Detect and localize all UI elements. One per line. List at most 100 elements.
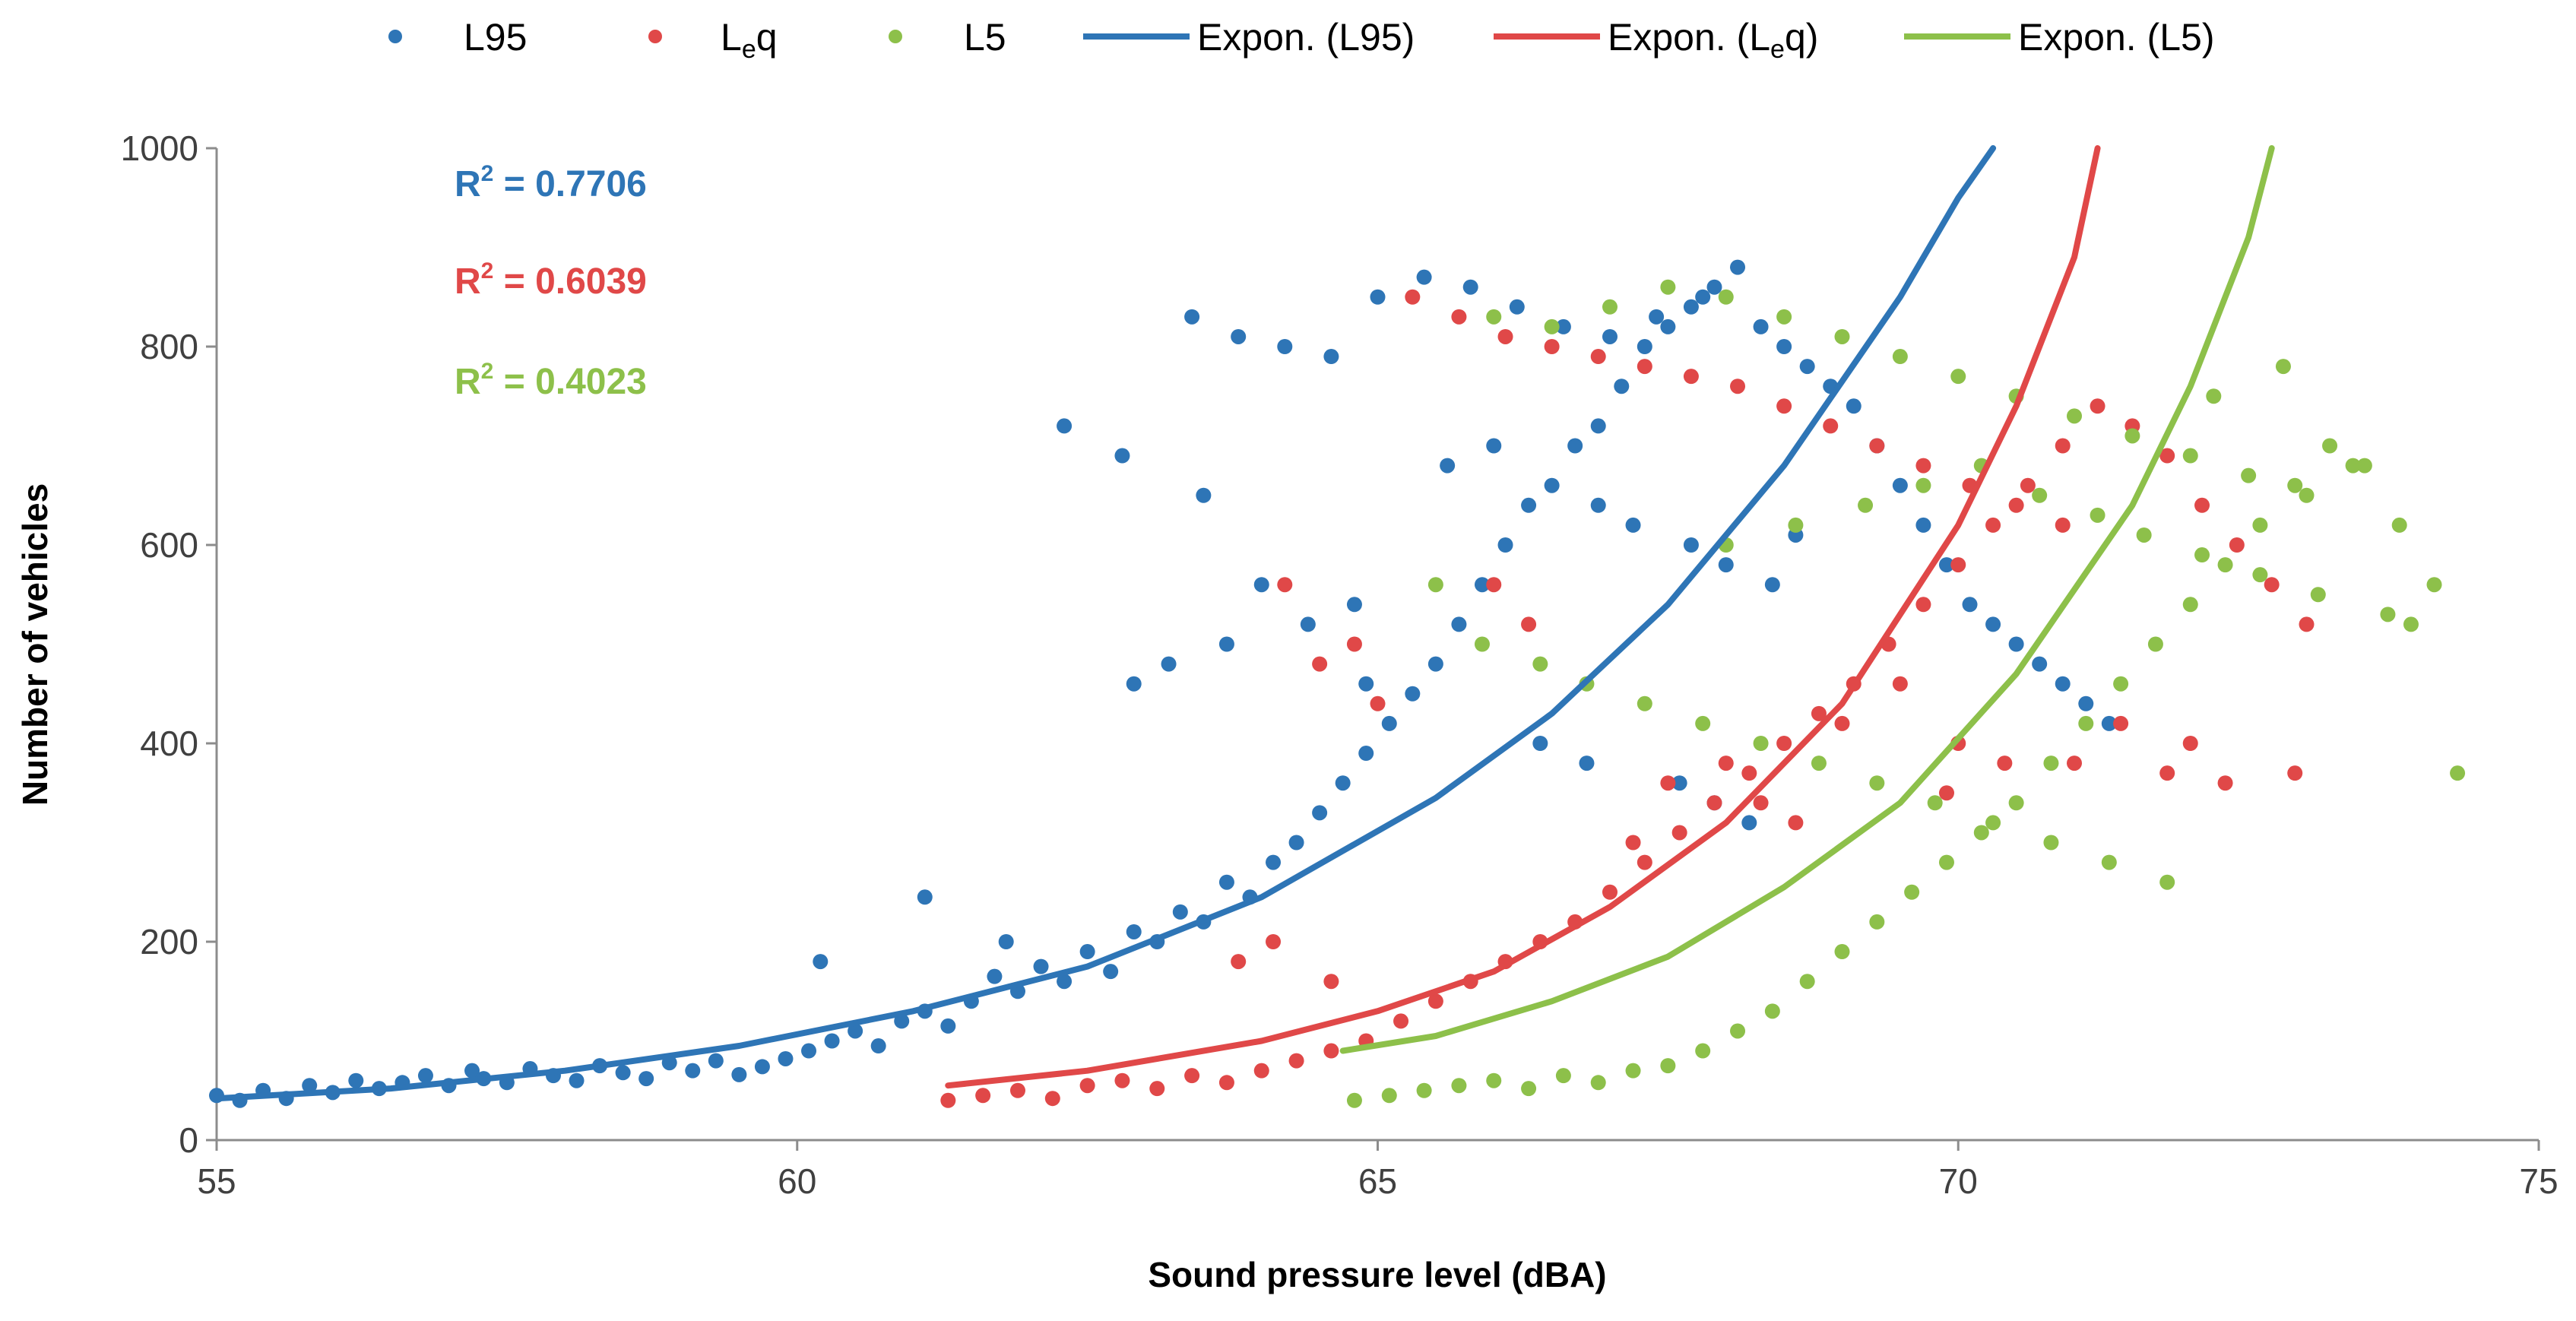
point-l95: [2008, 636, 2024, 652]
data-points: [209, 259, 2466, 1108]
point-l5: [1973, 825, 1989, 841]
point-leq: [2287, 765, 2303, 781]
point-l95: [1126, 923, 1142, 939]
point-l95: [2055, 676, 2071, 692]
point-l95: [1683, 537, 1699, 553]
point-leq: [975, 1088, 991, 1104]
point-l5: [1834, 944, 1850, 960]
point-l5: [1474, 636, 1490, 652]
x-tick-label: 60: [778, 1161, 816, 1201]
point-l95: [1462, 279, 1478, 295]
trendline-expon-l5: [1339, 145, 2275, 1054]
point-leq: [1544, 339, 1560, 354]
point-leq: [1776, 736, 1792, 751]
point-l5: [2124, 428, 2140, 444]
y-ticks: 0 200 400 600 800 1000: [121, 128, 217, 1160]
point-l5: [2356, 458, 2372, 474]
r2-leq-value: = 0.6039: [493, 261, 647, 302]
point-l95: [1370, 289, 1386, 305]
point-l95: [1590, 497, 1606, 513]
point-leq: [1590, 349, 1606, 365]
point-leq: [1637, 854, 1652, 870]
point-leq: [1834, 715, 1850, 731]
point-l95: [1846, 398, 1862, 414]
point-l5: [1799, 974, 1815, 990]
point-l95: [1335, 775, 1351, 791]
point-l95: [1695, 289, 1711, 305]
point-l95: [1277, 339, 1293, 354]
point-l95: [1753, 318, 1769, 334]
point-leq: [1892, 676, 1908, 692]
axes: 0 200 400 600 800 1000 55 60 65 70 75: [121, 128, 2559, 1201]
point-l5: [2032, 487, 2048, 503]
point-l5: [2136, 527, 2152, 543]
legend-marker-leq: [648, 30, 662, 43]
r2-l95-value: = 0.7706: [493, 164, 647, 204]
point-l95: [1718, 557, 1734, 573]
point-l5: [2299, 487, 2315, 503]
legend-marker-l5: [889, 30, 902, 43]
point-l95: [778, 1050, 794, 1066]
point-l95: [1521, 497, 1537, 513]
point-l5: [2241, 467, 2257, 483]
point-leq: [1277, 577, 1293, 593]
point-l5: [1892, 349, 1908, 365]
point-l95: [1231, 328, 1247, 344]
point-leq: [1079, 1078, 1095, 1094]
point-l5: [2426, 577, 2442, 593]
legend-item-l5: L5: [889, 16, 1006, 59]
point-l95: [1497, 537, 1513, 553]
point-l95: [824, 1033, 840, 1049]
point-leq: [1730, 379, 1746, 394]
point-l95: [1776, 339, 1792, 354]
x-tick-label: 55: [197, 1161, 236, 1201]
point-l5: [2101, 854, 2117, 870]
point-leq: [1370, 695, 1386, 711]
legend: L95 Leq L5 Expon. (L95) Expon. (Leq) Exp…: [388, 16, 2214, 64]
point-l5: [2008, 795, 2024, 811]
point-l95: [813, 954, 829, 970]
point-l5: [2287, 477, 2303, 493]
point-leq: [2229, 537, 2245, 553]
x-tick-label: 75: [2519, 1161, 2558, 1201]
point-l5: [2078, 715, 2094, 731]
point-l5: [2113, 676, 2129, 692]
point-l95: [1544, 477, 1560, 493]
point-leq: [940, 1092, 956, 1108]
point-leq: [1497, 328, 1513, 344]
point-l95: [1416, 269, 1432, 285]
point-l95: [1103, 964, 1119, 980]
point-l95: [1218, 874, 1234, 890]
point-leq: [2159, 448, 2175, 464]
trendline-expon-leq: [945, 145, 2101, 1089]
point-l95: [1532, 736, 1548, 751]
point-l95: [1172, 904, 1188, 920]
point-l5: [1602, 299, 1618, 315]
point-l95: [464, 1063, 480, 1079]
legend-label-expon-leq: Expon. (Leq): [1608, 16, 1818, 64]
point-leq: [1114, 1072, 1130, 1088]
point-l5: [1486, 1072, 1502, 1088]
point-leq: [2055, 438, 2071, 454]
point-leq: [1637, 359, 1652, 375]
y-tick-label: 400: [140, 724, 198, 763]
point-l95: [2078, 695, 2094, 711]
point-leq: [1938, 785, 1954, 801]
point-l95: [754, 1059, 770, 1075]
legend-label-leq: Leq: [721, 16, 778, 64]
point-leq: [1323, 974, 1339, 990]
point-l95: [417, 1068, 433, 1084]
point-l5: [2206, 388, 2222, 404]
point-leq: [1625, 835, 1641, 851]
point-l95: [615, 1065, 631, 1081]
point-leq: [1869, 438, 1885, 454]
point-leq: [1393, 1013, 1409, 1029]
point-l5: [1915, 477, 1931, 493]
y-tick-label: 0: [179, 1120, 198, 1160]
point-leq: [1753, 795, 1769, 811]
point-l5: [1695, 1043, 1711, 1059]
point-l95: [1312, 805, 1328, 821]
point-l95: [1427, 656, 1443, 672]
point-leq: [2159, 765, 2175, 781]
point-l5: [1938, 854, 1954, 870]
